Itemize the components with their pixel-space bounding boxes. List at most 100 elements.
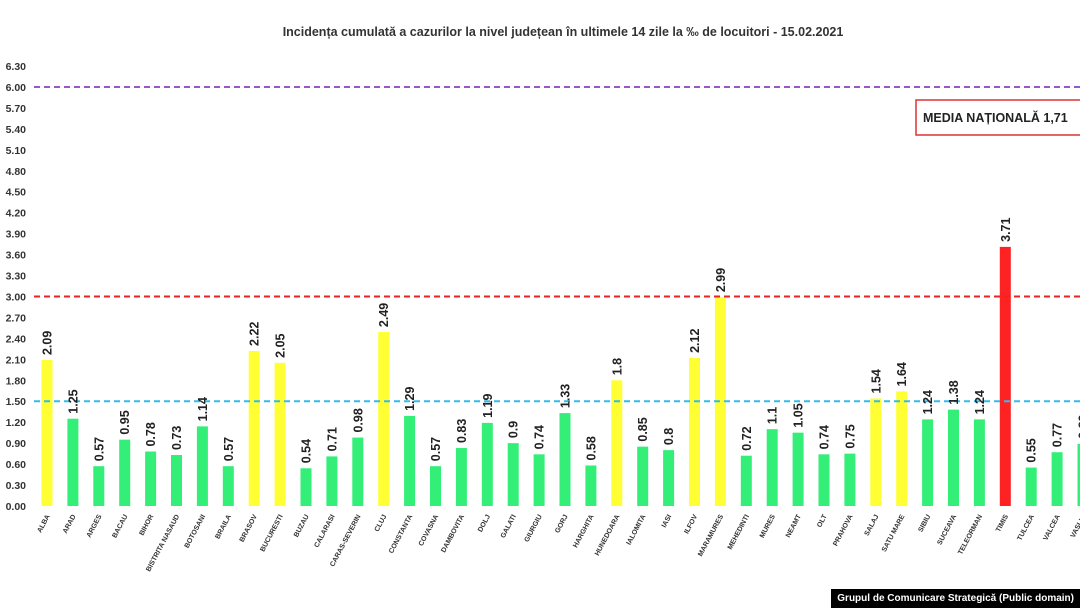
value-label: 3.71 — [999, 218, 1013, 242]
value-label: 0.85 — [636, 417, 650, 441]
y-tick-label: 3.00 — [6, 291, 27, 303]
bar — [793, 433, 804, 506]
x-tick-label: MEHEDINTI — [727, 514, 751, 551]
y-tick-label: 0.90 — [6, 438, 27, 450]
x-tick-label: DOLJ — [477, 514, 492, 534]
value-label: 1.14 — [196, 397, 210, 421]
x-tick-label: MURES — [759, 513, 777, 539]
y-tick-label: 0.60 — [6, 459, 27, 471]
x-tick-label: CARAS-SEVERIN — [329, 514, 362, 568]
bars-group — [42, 247, 1080, 506]
bar — [67, 419, 78, 506]
x-tick-label: ARAD — [62, 514, 78, 535]
x-tick-label: IALOMITA — [626, 514, 648, 547]
bar — [1026, 468, 1037, 506]
value-label: 1.54 — [869, 369, 883, 393]
x-tick-label: ARGES — [86, 513, 104, 539]
x-tick-label: BUCURESTI — [260, 514, 285, 553]
national-average-annotation: MEDIA NAȚIONALĂ 1,71 — [916, 100, 1080, 135]
y-tick-label: 0.00 — [6, 501, 27, 513]
value-label: 1.38 — [947, 380, 961, 404]
y-tick-label: 0.30 — [6, 480, 27, 492]
value-label: 0.57 — [429, 437, 443, 461]
value-label: 2.99 — [714, 268, 728, 292]
bar — [767, 429, 778, 506]
x-tick-label: PRAHOVA — [832, 514, 854, 548]
bar — [119, 440, 130, 506]
bar — [870, 398, 881, 506]
bar — [171, 455, 182, 506]
y-tick-label: 1.80 — [6, 375, 27, 387]
y-tick-label: 5.40 — [6, 124, 27, 136]
x-tick-label: GALATI — [500, 514, 518, 540]
bar — [585, 465, 596, 506]
value-label: 1.29 — [403, 387, 417, 411]
bar — [197, 426, 208, 506]
value-label: 2.22 — [248, 322, 262, 346]
x-tick-label: BRASOV — [239, 513, 259, 543]
annotation-text: MEDIA NAȚIONALĂ 1,71 — [923, 110, 1068, 125]
y-tick-label: 6.30 — [6, 61, 27, 73]
y-tick-label: 3.90 — [6, 229, 27, 241]
x-tick-label: GIURGIU — [524, 514, 544, 544]
x-tick-label: TIMIS — [995, 513, 1010, 533]
bar — [741, 456, 752, 506]
x-tick-label: VALCEA — [1042, 514, 1061, 542]
value-label: 1.8 — [610, 358, 624, 375]
value-label: 1.25 — [66, 389, 80, 413]
bar — [482, 423, 493, 506]
x-tick-label: SATU MARE — [881, 513, 907, 553]
bar — [145, 452, 156, 506]
x-tick-label: CLUJ — [374, 514, 389, 534]
chart-title: Incidența cumulată a cazurilor la nivel … — [283, 25, 844, 39]
value-label: 0.75 — [843, 424, 857, 448]
value-label: 1.24 — [921, 390, 935, 414]
bar — [430, 466, 441, 506]
bar — [974, 419, 985, 506]
bar — [896, 391, 907, 506]
x-tick-label: CALARASI — [314, 514, 337, 549]
y-tick-label: 6.00 — [6, 82, 27, 94]
value-label: 0.72 — [740, 426, 754, 450]
x-tick-label: BIHOR — [139, 514, 156, 537]
x-tick-label: ALBA — [36, 514, 51, 534]
bar — [689, 358, 700, 506]
value-label: 2.09 — [41, 331, 55, 355]
x-tick-label: MARAMURES — [697, 513, 725, 557]
bar — [378, 332, 389, 506]
x-tick-label: BACAU — [111, 514, 129, 540]
bar — [249, 351, 260, 506]
bar — [663, 450, 674, 506]
value-label: 0.8 — [662, 428, 676, 445]
x-tick-label: SUCEAVA — [936, 514, 958, 547]
x-tick-label: TELEORMAN — [957, 514, 984, 556]
bar — [560, 413, 571, 506]
bar — [223, 466, 234, 506]
value-label: 0.74 — [533, 425, 547, 449]
value-label: 0.54 — [300, 439, 314, 463]
value-label: 0.95 — [118, 410, 132, 434]
value-label: 0.57 — [92, 437, 106, 461]
y-tick-label: 1.20 — [6, 417, 27, 429]
bar — [404, 416, 415, 506]
bar — [534, 454, 545, 506]
bar — [508, 443, 519, 506]
x-tick-label: SIBIU — [917, 514, 932, 534]
bar — [352, 438, 363, 506]
value-label: 1.05 — [792, 403, 806, 427]
value-label: 2.12 — [688, 329, 702, 353]
y-tick-label: 2.40 — [6, 333, 27, 345]
bar — [42, 360, 53, 506]
y-tick-label: 5.10 — [6, 145, 27, 157]
value-label: 0.71 — [325, 427, 339, 451]
value-label: 0.73 — [170, 426, 184, 450]
x-tick-label: IASI — [661, 514, 674, 529]
value-label: 1.33 — [559, 384, 573, 408]
bar — [326, 456, 337, 506]
value-label: 0.98 — [351, 408, 365, 432]
x-tick-label: BRAILA — [214, 514, 233, 541]
y-tick-label: 4.50 — [6, 187, 27, 199]
value-label: 0.77 — [1051, 423, 1065, 447]
value-label: 0.83 — [455, 419, 469, 443]
